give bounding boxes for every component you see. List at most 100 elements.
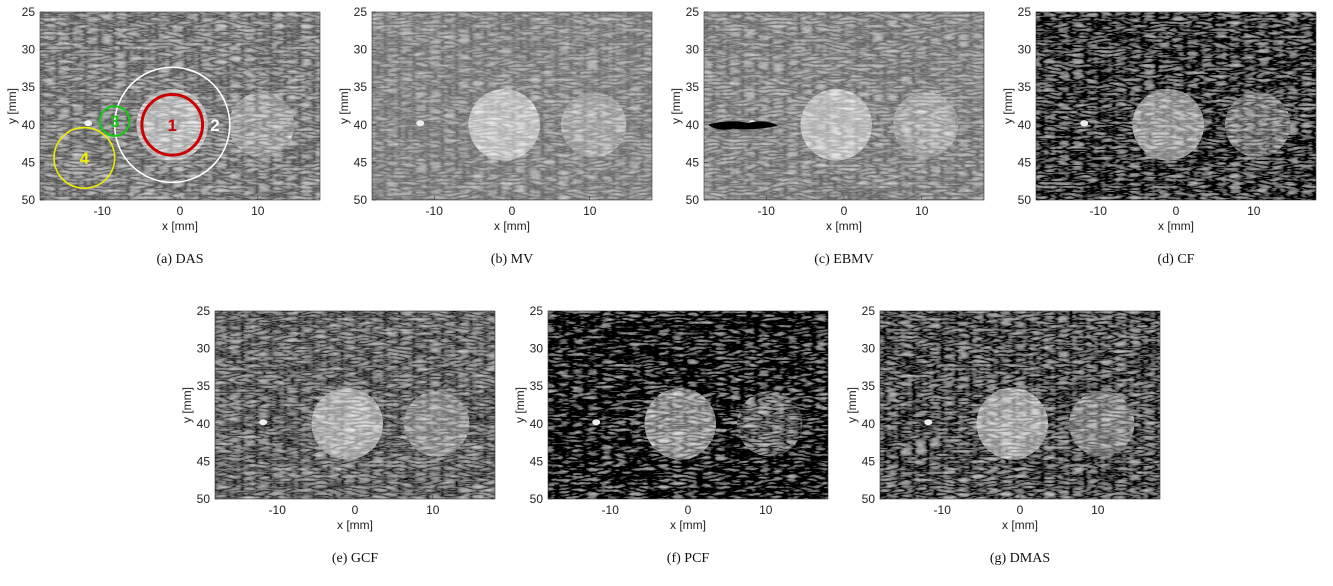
- y-tick-label: 35: [530, 379, 544, 393]
- lesion-texture: [404, 391, 470, 457]
- y-tick-label: 25: [354, 5, 368, 19]
- x-tick-label: -10: [426, 204, 444, 218]
- caption: (c) EBMV: [814, 252, 874, 267]
- lesion-texture: [136, 89, 209, 161]
- panel: 25 30 35 40 45 50 -10 0 10 x [mm] y [mm] (e) GCF: [180, 304, 496, 566]
- lesion: [800, 89, 873, 161]
- panel: 25 30 35 40 45 50 -10 0 10 x [mm] y [mm] (c) EBMV: [669, 5, 985, 267]
- lesion-texture: [311, 388, 384, 460]
- lesion: [893, 92, 959, 158]
- x-tick-label: -10: [758, 204, 776, 218]
- lesion: [561, 92, 627, 158]
- y-tick-label: 35: [862, 379, 876, 393]
- lesion: [468, 89, 541, 161]
- x-tick-label: 0: [509, 204, 516, 218]
- y-tick-label: 30: [354, 43, 368, 57]
- point-target: [259, 419, 268, 426]
- lesion-texture: [468, 89, 541, 161]
- y-tick-label: 45: [862, 454, 876, 468]
- y-tick-label: 35: [22, 80, 36, 94]
- lesion: [136, 89, 209, 161]
- y-tick-label: 45: [686, 155, 700, 169]
- lesion-texture: [1069, 391, 1135, 457]
- region-label: 2: [210, 116, 219, 135]
- x-tick-label: 0: [1173, 204, 1180, 218]
- y-tick-label: 50: [22, 193, 36, 207]
- x-tick-label: 10: [251, 204, 265, 218]
- point-target: [84, 120, 93, 127]
- x-axis-label: x [mm]: [162, 219, 198, 233]
- y-tick-label: 50: [197, 492, 211, 506]
- panel: 25 30 35 40 45 50 -10 0 10 x [mm] y [mm] (f) PCF: [513, 304, 829, 566]
- x-tick-label: 0: [1017, 503, 1024, 517]
- y-tick-label: 30: [862, 342, 876, 356]
- y-axis-label: y [mm]: [1001, 88, 1015, 124]
- x-tick-label: -10: [269, 503, 287, 517]
- y-tick-label: 50: [686, 193, 700, 207]
- lesion: [1225, 92, 1291, 158]
- y-tick-label: 50: [530, 492, 544, 506]
- lesion-texture: [1132, 89, 1204, 161]
- point-target: [416, 120, 425, 127]
- y-tick-label: 30: [686, 43, 700, 57]
- point-target: [592, 419, 601, 426]
- x-tick-label: -10: [1090, 204, 1108, 218]
- y-tick-label: 50: [1018, 193, 1032, 207]
- dark-artifact: [707, 121, 778, 130]
- lesion-texture: [561, 92, 627, 158]
- lesion-texture: [800, 89, 873, 161]
- y-tick-label: 45: [530, 454, 544, 468]
- y-tick-label: 30: [1018, 43, 1032, 57]
- lesion-texture: [976, 388, 1049, 460]
- y-axis-label: y [mm]: [5, 88, 19, 124]
- region-label: 1: [167, 116, 176, 135]
- lesion: [1132, 89, 1204, 161]
- panel: 25 30 35 40 45 50 -10 0 10 x [mm] y [mm] (b) MV: [337, 5, 653, 267]
- lesion: [976, 388, 1049, 460]
- y-tick-label: 45: [354, 155, 368, 169]
- lesion: [228, 92, 295, 158]
- lesion-texture: [228, 92, 295, 158]
- x-tick-label: 0: [685, 503, 692, 517]
- x-tick-label: -10: [602, 503, 620, 517]
- x-axis-label: x [mm]: [494, 219, 530, 233]
- y-tick-label: 45: [197, 454, 211, 468]
- panel: 25 30 35 40 45 50 -10 0 10 x [mm] y [mm] (g) DMAS: [845, 304, 1161, 566]
- x-axis-label: x [mm]: [1158, 219, 1194, 233]
- y-axis-label: y [mm]: [337, 88, 351, 124]
- y-tick-label: 40: [686, 118, 700, 132]
- region-circle: [98, 105, 131, 137]
- lesion: [404, 391, 470, 457]
- y-tick-label: 45: [1018, 155, 1032, 169]
- y-axis-label: y [mm]: [669, 88, 683, 124]
- region-circle: [53, 126, 116, 190]
- y-tick-label: 30: [22, 43, 36, 57]
- x-axis-label: x [mm]: [670, 518, 706, 532]
- region-label: 4: [80, 149, 90, 168]
- point-target: [1080, 120, 1089, 127]
- lesion-texture: [893, 92, 959, 158]
- y-tick-label: 40: [1018, 118, 1032, 132]
- caption: (g) DMAS: [990, 551, 1050, 566]
- caption: (d) CF: [1158, 252, 1195, 267]
- point-target: [924, 419, 933, 426]
- y-tick-label: 25: [530, 304, 544, 318]
- region-circle: [113, 66, 231, 184]
- x-tick-label: 10: [915, 204, 929, 218]
- lesion: [737, 391, 803, 457]
- y-tick-label: 40: [22, 118, 36, 132]
- lesion: [644, 388, 717, 460]
- y-tick-label: 25: [1018, 5, 1032, 19]
- y-tick-label: 40: [530, 417, 544, 431]
- y-tick-label: 40: [197, 417, 211, 431]
- x-axis-label: x [mm]: [1002, 518, 1038, 532]
- region-circle: [140, 92, 205, 157]
- x-tick-label: -10: [934, 503, 952, 517]
- y-tick-label: 30: [197, 342, 211, 356]
- caption: (f) PCF: [667, 551, 710, 566]
- x-tick-label: -10: [94, 204, 112, 218]
- y-axis-label: y [mm]: [845, 387, 859, 423]
- y-tick-label: 50: [354, 193, 368, 207]
- y-tick-label: 25: [686, 5, 700, 19]
- x-tick-label: 0: [177, 204, 184, 218]
